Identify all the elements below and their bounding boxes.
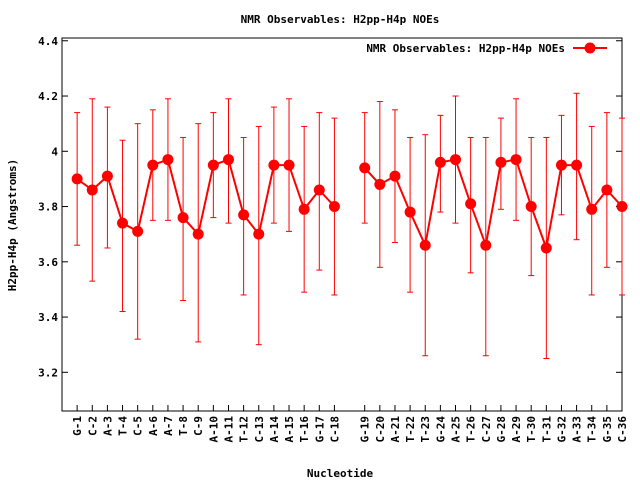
y-tick-label: 4 [51,145,58,158]
data-point-marker [571,159,583,171]
x-tick-label: C-2 [86,416,99,436]
data-point-marker [510,154,522,166]
data-point-marker [404,206,416,218]
legend: NMR Observables: H2pp-H4p NOEs [366,42,607,55]
data-point-marker [268,159,280,171]
data-point-marker [450,154,462,166]
data-point-marker [359,162,371,174]
x-tick-label: G-1 [71,416,84,436]
data-point-marker [419,239,431,251]
y-tick-label: 3.2 [38,366,58,379]
data-point-marker [495,156,507,168]
data-point-marker [147,159,159,171]
x-tick-label: A-14 [268,416,281,443]
x-tick-label: A-3 [101,416,114,436]
x-tick-label: C-18 [328,416,341,443]
data-point-marker [586,203,598,215]
x-tick-label: G-24 [434,416,447,443]
x-tick-label: A-7 [162,416,175,436]
x-tick-label: A-29 [510,416,523,443]
x-tick-label: T-26 [465,416,478,443]
y-tick-label: 4.4 [38,35,58,48]
x-tick-label: T-4 [117,416,130,436]
data-point-marker [601,184,613,196]
data-point-marker [298,203,310,215]
data-point-marker [616,201,628,213]
legend-label: NMR Observables: H2pp-H4p NOEs [366,42,565,55]
x-tick-label: A-21 [389,416,402,443]
x-tick-label: C-36 [616,416,629,443]
y-axis-title: H2pp-H4p (Angstroms) [6,159,19,291]
data-point-marker [177,212,189,224]
series-line [363,158,623,249]
x-tick-label: T-22 [404,416,417,443]
data-point-marker [434,156,446,168]
data-point-marker [313,184,325,196]
x-tick-label: G-19 [359,416,372,443]
y-tick-label: 4.2 [38,90,58,103]
data-point-marker [253,228,265,240]
data-point-marker [374,178,386,190]
data-point-marker [480,239,492,251]
x-tick-label: G-32 [555,416,568,443]
x-tick-label: G-35 [601,416,614,443]
x-tick-label: A-10 [207,416,220,443]
x-tick-label: A-33 [571,416,584,443]
x-tick-label: T-16 [298,416,311,443]
data-point-marker [465,198,477,210]
data-point-marker [238,209,250,221]
x-tick-label: C-13 [253,416,266,443]
data-point-marker [86,184,98,196]
x-tick-label: A-15 [283,416,296,443]
x-tick-label: C-20 [374,416,387,443]
x-tick-label: C-27 [480,416,493,443]
data-point-marker [555,159,567,171]
data-point-marker [222,154,234,166]
x-tick-label: A-6 [147,416,160,436]
x-tick-label: T-31 [540,416,553,443]
x-tick-label: C-5 [132,416,145,436]
x-axis-title: Nucleotide [307,467,374,480]
series-layer [71,92,628,360]
data-point-marker [389,170,401,182]
y-tick-label: 3.6 [38,256,58,269]
series-line [76,158,336,236]
x-tick-label: A-25 [450,416,463,443]
x-tick-label: T-34 [586,416,599,443]
data-point-marker [207,159,219,171]
data-point-marker [132,225,144,237]
data-point-marker [525,201,537,213]
data-point-marker [283,159,295,171]
y-axis: 3.2 3.4 3.6 3.8 4 4.2 4.4 [38,35,622,379]
y-tick-label: 3.4 [38,311,58,324]
x-tick-label: T-30 [525,416,538,443]
data-point-marker [71,173,83,185]
y-tick-label: 3.8 [38,201,58,214]
x-tick-label: G-28 [495,416,508,443]
x-tick-label: A-11 [222,416,235,443]
data-point-marker [101,170,113,182]
chart-title: NMR Observables: H2pp-H4p NOEs [241,13,440,26]
x-tick-label: T-23 [419,416,432,443]
x-axis: G-1 C-2 A-3 T-4 C-5 A-6 A-7 T-8 C-9 A-10 A-11 T-12 C… [71,405,629,443]
x-tick-label: C-9 [192,416,205,436]
data-point-marker [192,228,204,240]
legend-marker-sample [584,42,596,54]
data-point-marker [162,154,174,166]
x-tick-label: T-12 [238,416,251,443]
x-tick-label: T-8 [177,416,190,436]
data-point-marker [328,201,340,213]
x-tick-label: G-17 [313,416,326,443]
data-point-marker [540,242,552,254]
data-point-marker [117,217,129,229]
